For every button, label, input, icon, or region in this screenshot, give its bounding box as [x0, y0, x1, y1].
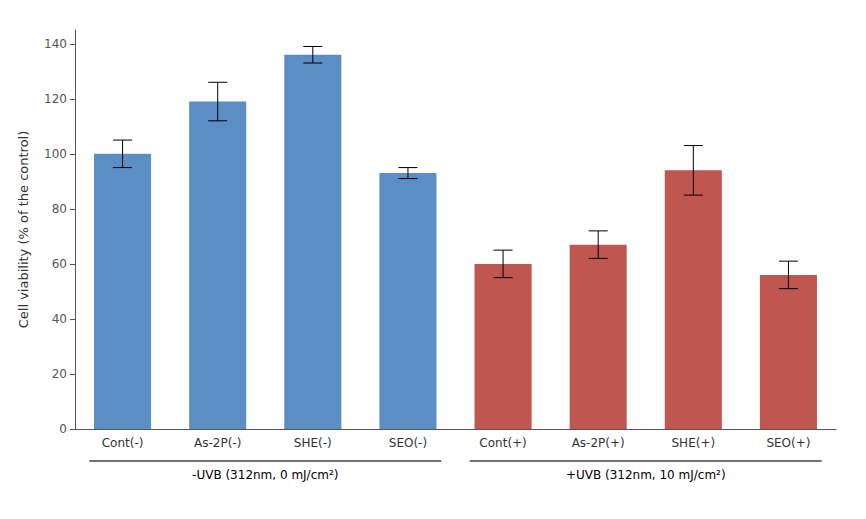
svg-text:As-2P(-): As-2P(-): [194, 436, 241, 450]
svg-text:-UVB (312nm, 0 mJ/cm²): -UVB (312nm, 0 mJ/cm²): [192, 468, 338, 482]
svg-text:140: 140: [44, 37, 67, 51]
svg-text:SHE(-): SHE(-): [294, 436, 332, 450]
svg-text:Cont(+): Cont(+): [479, 436, 526, 450]
svg-text:SEO(-): SEO(-): [389, 436, 427, 450]
svg-text:80: 80: [52, 202, 67, 216]
svg-text:Cont(-): Cont(-): [102, 436, 144, 450]
svg-text:Cell viability (% of the contr: Cell viability (% of the control): [16, 131, 31, 329]
svg-text:+UVB (312nm, 10 mJ/cm²): +UVB (312nm, 10 mJ/cm²): [566, 468, 726, 482]
svg-text:40: 40: [52, 312, 67, 326]
svg-text:As-2P(+): As-2P(+): [572, 436, 625, 450]
svg-text:SEO(+): SEO(+): [766, 436, 810, 450]
svg-text:SHE(+): SHE(+): [671, 436, 715, 450]
svg-text:60: 60: [52, 257, 67, 271]
svg-text:0: 0: [59, 422, 67, 436]
svg-text:120: 120: [44, 92, 67, 106]
svg-text:100: 100: [44, 147, 67, 161]
svg-text:20: 20: [52, 367, 67, 381]
